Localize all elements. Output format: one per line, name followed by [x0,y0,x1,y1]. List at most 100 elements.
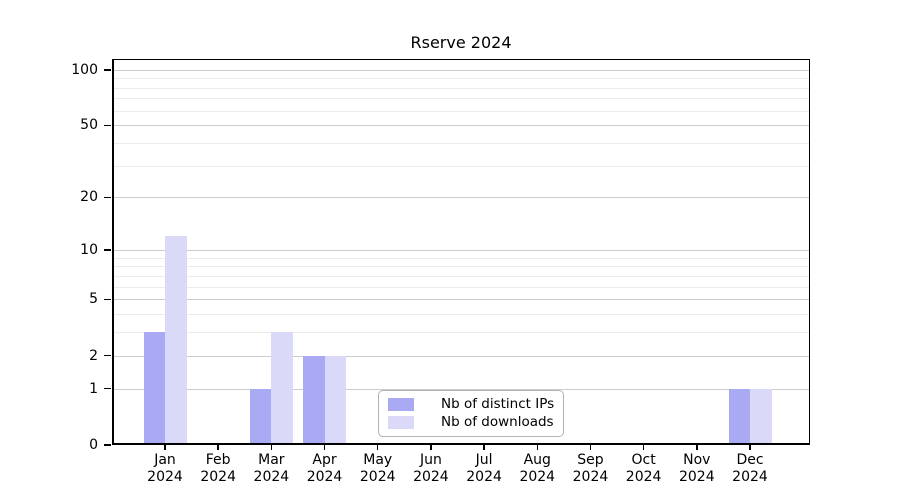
x-tick-label-jun: Jun 2024 [391,452,471,486]
x-label-year: 2024 [306,469,343,485]
minor-gridline-80 [114,87,809,89]
x-label-month: Mar [258,452,285,468]
x-label-year: 2024 [200,469,236,485]
y-tick-label-5: 5 [89,291,98,308]
bar-distinct-ips-jan [143,332,165,443]
x-tick-label-mar: Mar 2024 [231,452,311,486]
x-tick-oct [642,445,645,450]
y-tick-label-100: 100 [71,61,98,78]
bar-distinct-ips-dec [728,388,750,443]
x-tick-label-dec: Dec 2024 [710,452,790,486]
x-tick-label-aug: Aug 2024 [497,452,577,486]
y-tick-label-20: 20 [80,189,98,206]
x-tick-nov [696,445,698,450]
minor-gridline-70 [114,98,809,100]
legend-label-downloads: Nb of downloads [441,414,554,431]
x-label-month: Jan [154,452,176,468]
y-tick-label-10: 10 [80,242,98,259]
minor-gridline-7 [114,275,809,277]
x-label-year: 2024 [466,469,502,485]
minor-gridline-60 [114,110,809,112]
y-tick-label-2: 2 [89,347,98,364]
y-tick-label-1: 1 [89,380,98,397]
y-tick-50 [104,124,111,127]
y-tick-10 [104,249,111,251]
x-tick-label-nov: Nov 2024 [657,452,737,486]
legend-item-downloads: Nb of downloads [388,414,554,431]
minor-gridline-9 [114,257,809,259]
minor-gridline-3 [114,332,809,334]
major-gridline-5 [114,299,809,301]
x-label-month: Dec [736,452,764,468]
bar-downloads-apr [324,355,347,443]
x-tick-may [376,445,379,450]
x-tick-sep [589,445,592,450]
x-tick-label-apr: Apr 2024 [285,452,365,486]
x-tick-aug [536,445,539,450]
bar-distinct-ips-mar [249,388,272,443]
x-tick-label-oct: Oct 2024 [604,452,684,486]
y-tick-label-0: 0 [89,437,98,453]
bar-downloads-mar [271,332,293,443]
x-label-year: 2024 [147,469,183,485]
legend: Nb of distinct IPs Nb of downloads [378,390,565,437]
major-gridline-2 [114,355,809,357]
legend-swatch-distinct-ips [388,397,414,411]
bar-downloads-dec [750,388,772,443]
major-gridline-50 [114,125,809,127]
x-label-month: Feb [205,452,231,468]
x-tick-label-jan: Jan 2024 [125,452,205,486]
x-tick-mar [270,445,273,450]
x-label-month: Jul [475,452,493,468]
x-label-month: Sep [577,452,604,468]
y-tick-100 [104,69,111,71]
x-label-year: 2024 [253,469,290,485]
x-tick-feb [217,445,219,450]
minor-gridline-6 [114,286,809,288]
x-label-month: Nov [683,452,711,468]
minor-gridline-30 [114,165,809,167]
x-label-month: Jun [419,452,442,468]
major-gridline-1 [114,388,809,390]
x-tick-jan [164,445,166,450]
minor-gridline-40 [114,143,809,145]
major-gridline-10 [114,250,809,252]
y-tick-0 [104,444,111,446]
y-tick-5 [104,298,111,301]
minor-gridline-4 [114,314,809,316]
x-label-month: May [363,452,393,468]
x-label-year: 2024 [678,469,715,485]
x-label-year: 2024 [625,469,662,485]
major-gridline-20 [114,197,809,199]
chart-title: Rserve 2024 [410,33,512,52]
y-tick-label-50: 50 [80,117,98,134]
x-label-year: 2024 [732,469,768,485]
x-tick-dec [749,445,751,450]
x-tick-label-sep: Sep 2024 [550,452,630,486]
x-label-year: 2024 [413,469,449,485]
x-label-month: Apr [312,452,337,468]
bar-distinct-ips-apr [303,355,325,443]
x-tick-jun [430,445,432,450]
x-label-year: 2024 [519,469,556,485]
plot-area [112,59,810,445]
minor-gridline-8 [114,266,809,268]
legend-label-distinct-ips: Nb of distinct IPs [441,395,555,412]
x-tick-jul [483,445,485,450]
x-label-month: Aug [523,452,551,468]
x-label-year: 2024 [572,469,609,485]
major-gridline-100 [114,69,809,71]
minor-gridline-90 [114,78,809,80]
x-tick-label-may: May 2024 [338,452,418,486]
y-tick-20 [104,196,111,199]
x-label-year: 2024 [359,469,396,485]
x-label-month: Oct [631,452,656,468]
x-tick-label-jul: Jul 2024 [444,452,524,486]
y-tick-1 [104,387,111,390]
x-tick-apr [323,445,326,450]
x-tick-label-feb: Feb 2024 [178,452,258,486]
bar-downloads-jan [165,236,187,443]
y-tick-2 [104,354,111,357]
legend-item-distinct-ips: Nb of distinct IPs [388,396,554,413]
